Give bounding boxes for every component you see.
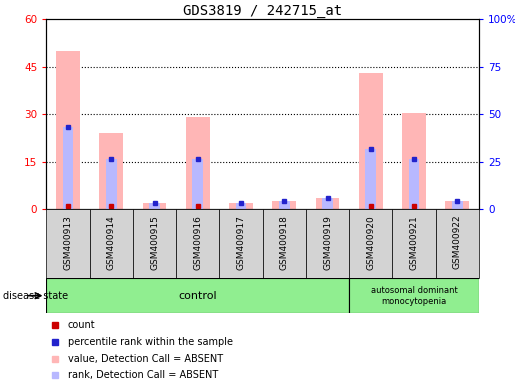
- Bar: [56, 51, 80, 209]
- Bar: [279, 201, 289, 209]
- Text: GSM400916: GSM400916: [193, 215, 202, 270]
- Text: count: count: [68, 320, 96, 330]
- Text: GSM400913: GSM400913: [63, 215, 73, 270]
- Bar: [46, 278, 349, 313]
- Bar: [452, 201, 462, 209]
- Bar: [322, 198, 333, 209]
- Bar: [306, 209, 349, 278]
- Text: GSM400921: GSM400921: [409, 215, 419, 270]
- Bar: [219, 209, 263, 278]
- Bar: [445, 201, 469, 209]
- Bar: [143, 203, 166, 209]
- Bar: [90, 209, 133, 278]
- Bar: [436, 209, 479, 278]
- Bar: [272, 201, 296, 209]
- Bar: [176, 209, 219, 278]
- Bar: [46, 209, 90, 278]
- Text: control: control: [178, 291, 217, 301]
- Bar: [106, 159, 116, 209]
- Text: GSM400922: GSM400922: [453, 215, 462, 270]
- Bar: [263, 209, 306, 278]
- Text: GSM400918: GSM400918: [280, 215, 289, 270]
- Text: value, Detection Call = ABSENT: value, Detection Call = ABSENT: [68, 354, 223, 364]
- Bar: [365, 149, 376, 209]
- Bar: [316, 198, 339, 209]
- Title: GDS3819 / 242715_at: GDS3819 / 242715_at: [183, 4, 342, 18]
- Text: GSM400914: GSM400914: [107, 215, 116, 270]
- Bar: [99, 133, 123, 209]
- Text: rank, Detection Call = ABSENT: rank, Detection Call = ABSENT: [68, 371, 218, 381]
- Bar: [133, 209, 176, 278]
- Text: GSM400920: GSM400920: [366, 215, 375, 270]
- Text: percentile rank within the sample: percentile rank within the sample: [68, 337, 233, 347]
- Bar: [402, 113, 426, 209]
- Text: GSM400915: GSM400915: [150, 215, 159, 270]
- Bar: [192, 159, 203, 209]
- Bar: [349, 209, 392, 278]
- Bar: [62, 127, 73, 209]
- Text: GSM400917: GSM400917: [236, 215, 246, 270]
- Bar: [349, 278, 479, 313]
- Text: disease state: disease state: [3, 291, 67, 301]
- Bar: [392, 209, 436, 278]
- Bar: [149, 203, 160, 209]
- Bar: [186, 118, 210, 209]
- Bar: [235, 203, 246, 209]
- Bar: [229, 203, 253, 209]
- Bar: [359, 73, 383, 209]
- Text: autosomal dominant
monocytopenia: autosomal dominant monocytopenia: [371, 286, 457, 306]
- Bar: [408, 159, 419, 209]
- Text: GSM400919: GSM400919: [323, 215, 332, 270]
